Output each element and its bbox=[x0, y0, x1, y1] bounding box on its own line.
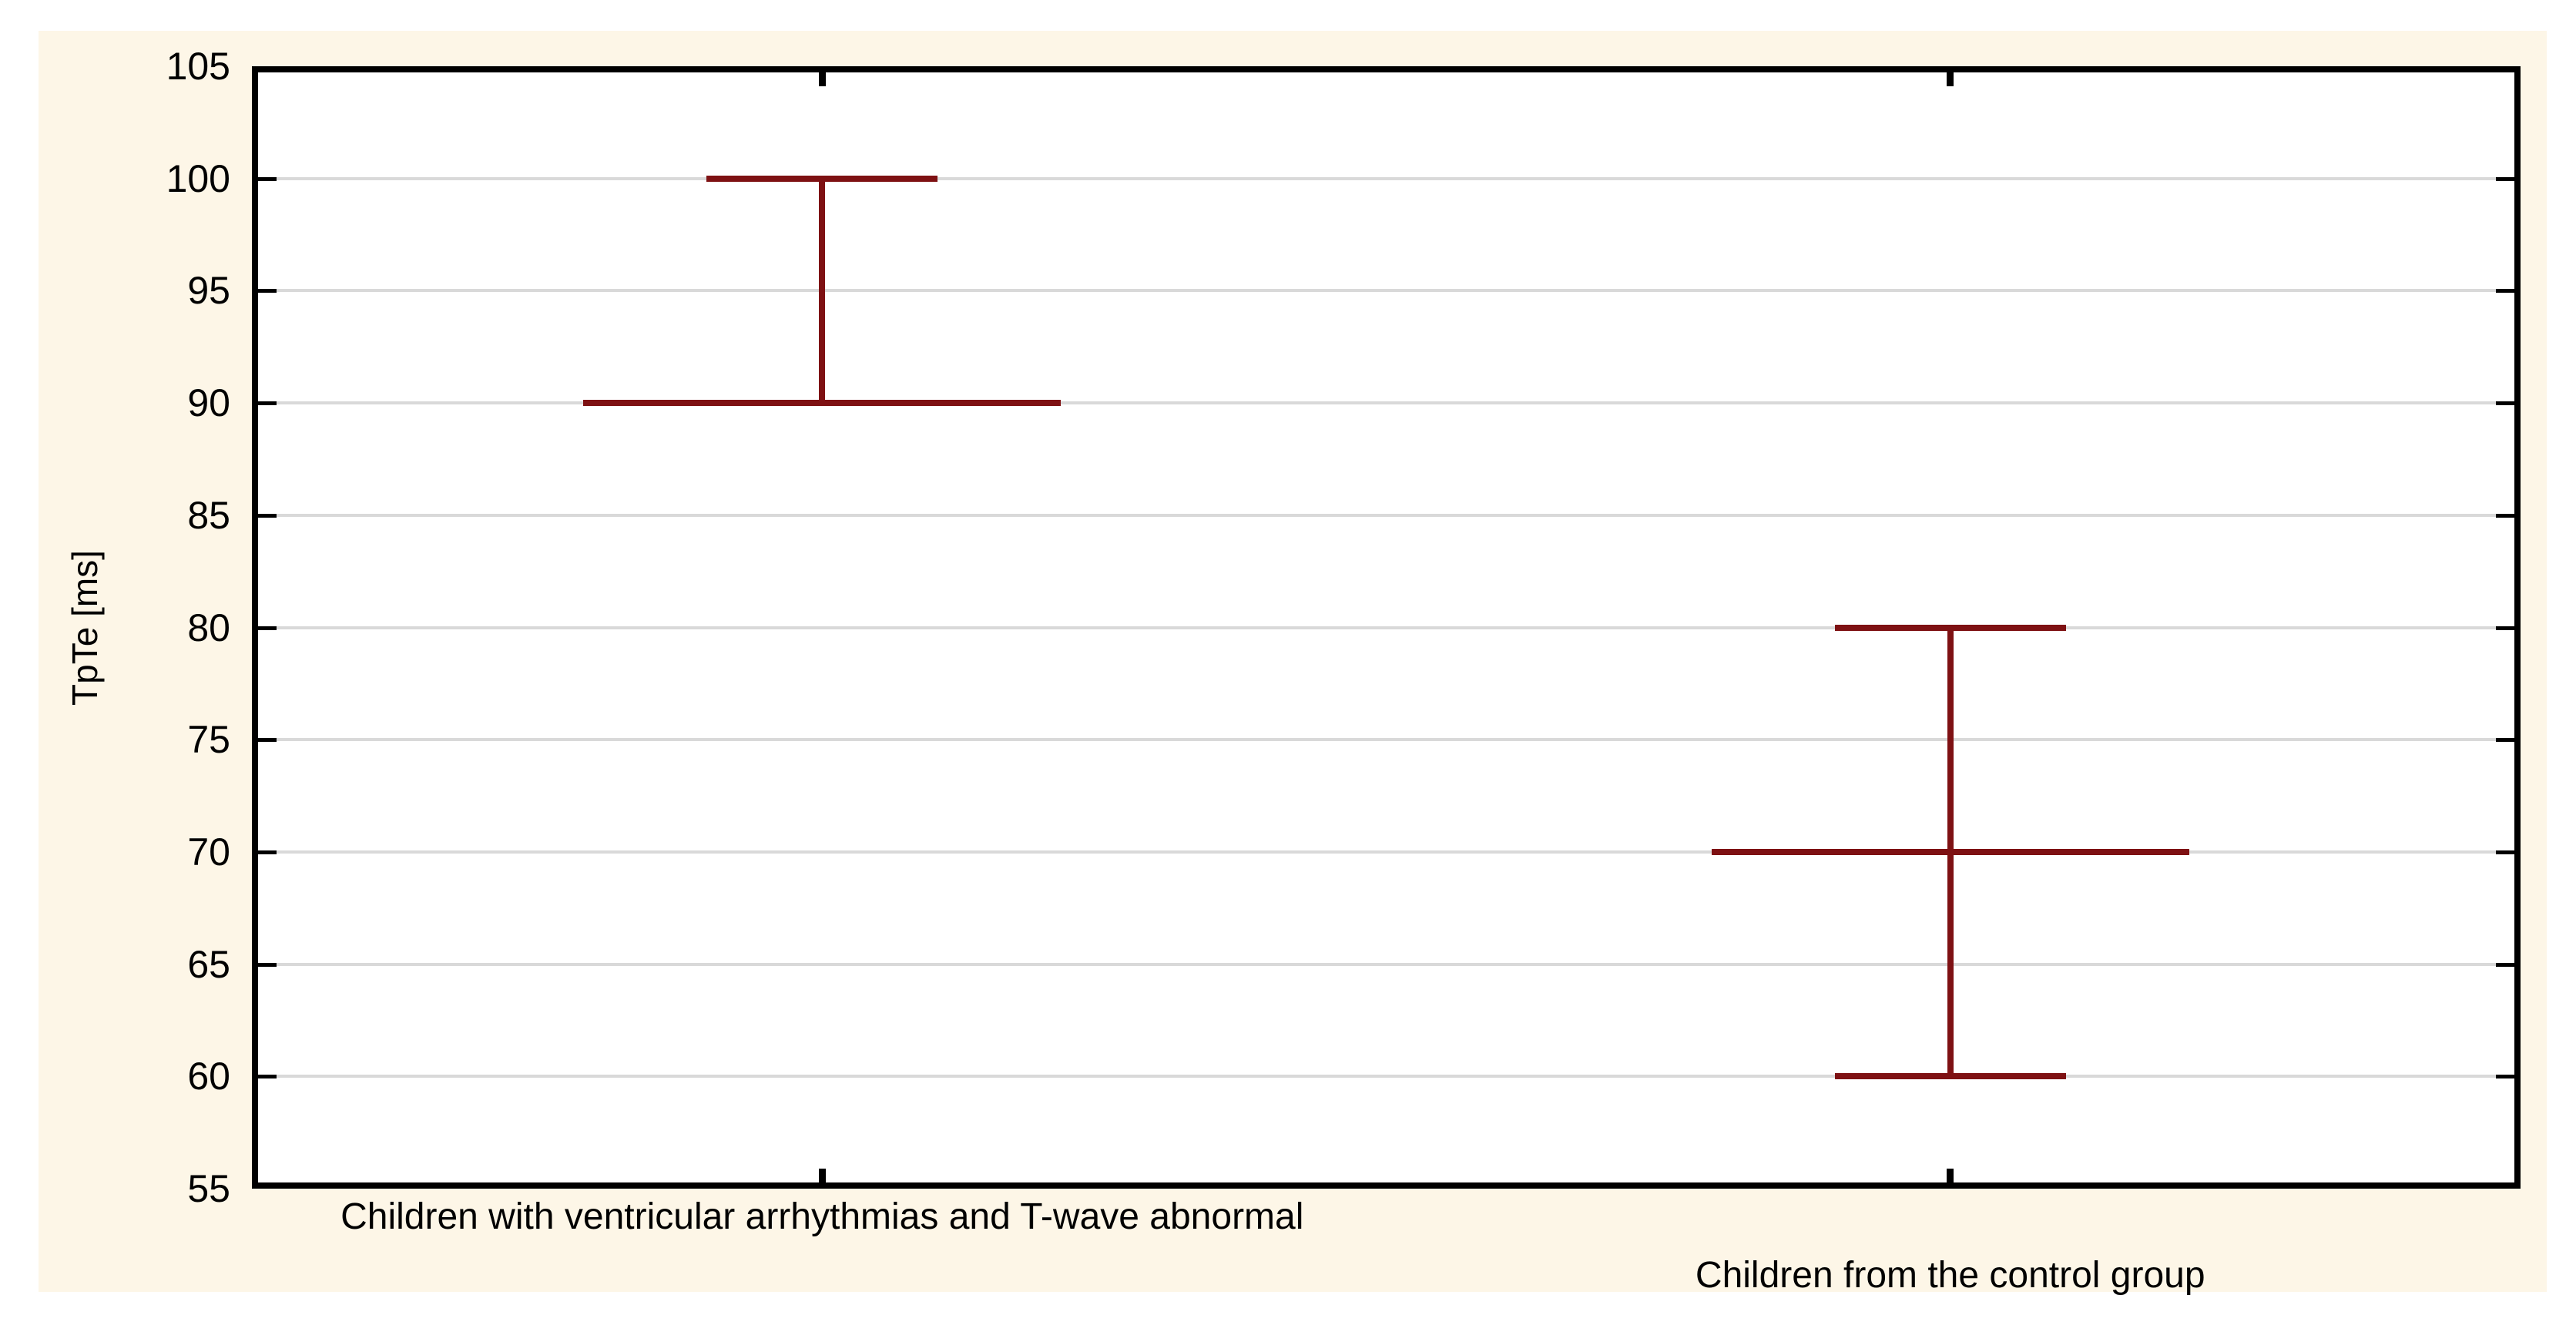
plot-area bbox=[252, 66, 2521, 1189]
y-axis-title: TpTe [ms] bbox=[65, 550, 105, 706]
